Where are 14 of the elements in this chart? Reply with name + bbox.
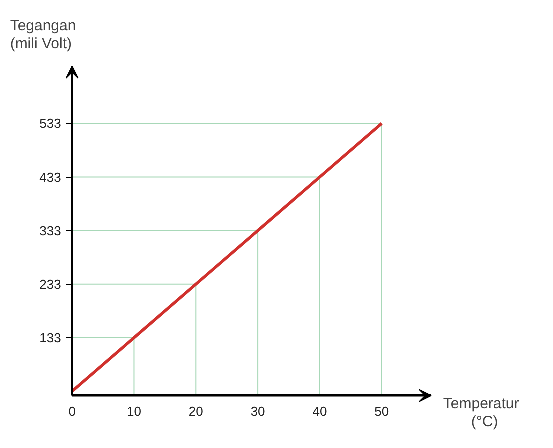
- x-tick-label: 50: [374, 404, 390, 419]
- y-tick-label: 533: [40, 116, 62, 132]
- y-tick-label: 333: [40, 223, 62, 238]
- x-axis-title: Temperatur (°C): [443, 395, 520, 430]
- y-tick-label: 433: [40, 170, 62, 185]
- x-tick-label: 10: [127, 404, 142, 419]
- y-tick-label: 233: [40, 276, 62, 292]
- y-tick-label: 133: [40, 330, 62, 346]
- x-tick-label: 20: [188, 404, 204, 419]
- x-tick-label: 0: [68, 404, 76, 419]
- x-tick-label: 40: [312, 404, 328, 419]
- y-axis-title: Tegangan (mili Volt): [10, 17, 76, 52]
- line-series: [70, 122, 384, 394]
- x-tick-label: 30: [250, 404, 266, 419]
